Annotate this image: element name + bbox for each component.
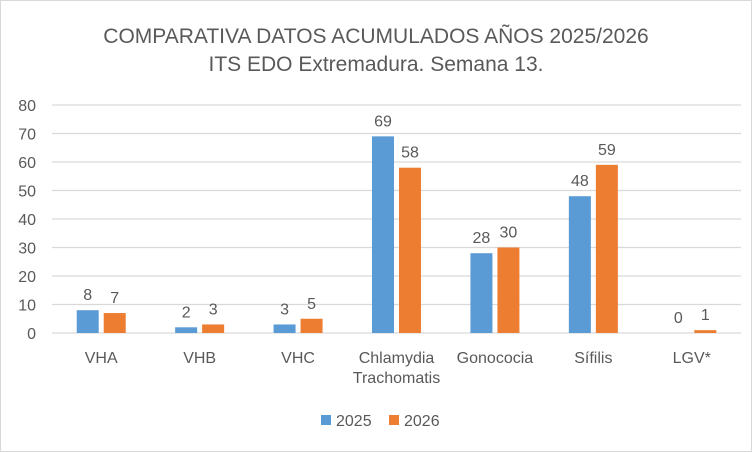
data-label: 28	[473, 230, 491, 247]
x-tick-label: Trachomatis	[353, 370, 440, 387]
x-tick-label: VHC	[281, 350, 315, 367]
data-label: 5	[307, 296, 316, 313]
bar-2025	[568, 196, 591, 333]
x-tick-label: VHB	[183, 350, 216, 367]
bar-2025	[76, 310, 99, 333]
chart-title-line: ITS EDO Extremadura. Semana 13.	[209, 53, 544, 76]
y-tick-label: 60	[18, 155, 36, 172]
bar-2026	[300, 318, 323, 333]
x-tick-label: Chlamydia	[359, 350, 435, 367]
data-label: 30	[500, 225, 518, 242]
chart-title-line: COMPARATIVA DATOS ACUMULADOS AÑOS 2025/2…	[103, 24, 648, 48]
x-tick-label: VHA	[85, 350, 118, 367]
bar-2026	[399, 167, 421, 333]
legend-label: 2026	[404, 413, 440, 430]
bar-2026	[497, 247, 520, 333]
bar-2026	[694, 330, 717, 333]
y-tick-label: 40	[18, 212, 36, 229]
bar-2025	[273, 324, 296, 333]
legend-label: 2025	[336, 413, 372, 430]
x-tick-label: LGV*	[673, 350, 711, 367]
legend-swatch-2025	[321, 415, 331, 425]
data-label: 7	[110, 290, 119, 307]
bar-2025	[470, 253, 493, 333]
bar-2026	[595, 164, 618, 333]
bar-2025	[372, 136, 394, 333]
y-tick-label: 0	[27, 326, 36, 343]
legend-swatch-2026	[389, 415, 399, 425]
data-label: 1	[701, 307, 710, 324]
y-tick-label: 10	[18, 298, 36, 315]
bar-2025	[175, 327, 198, 333]
data-label: 3	[280, 301, 289, 318]
data-label: 3	[209, 301, 218, 318]
data-label: 48	[571, 173, 589, 190]
y-tick-label: 20	[18, 269, 36, 286]
x-tick-label: Gonococia	[457, 350, 534, 367]
data-label: 59	[598, 142, 616, 159]
data-label: 69	[374, 113, 392, 130]
x-tick-label: Sífilis	[574, 350, 612, 367]
y-tick-label: 30	[18, 241, 36, 258]
data-label: 2	[182, 304, 191, 321]
data-label: 0	[674, 310, 683, 327]
bar-2026	[103, 313, 126, 333]
data-label: 58	[401, 145, 419, 162]
data-label: 8	[83, 287, 92, 304]
y-tick-label: 80	[18, 98, 36, 115]
y-tick-label: 70	[18, 127, 36, 144]
y-tick-label: 50	[18, 184, 36, 201]
bar-2026	[202, 324, 225, 333]
